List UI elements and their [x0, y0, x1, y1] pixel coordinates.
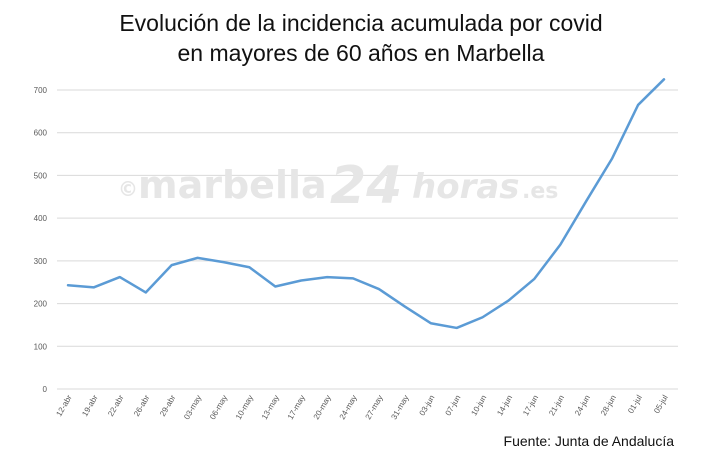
data-point	[637, 104, 639, 106]
data-point	[378, 288, 380, 290]
data-point	[611, 157, 613, 159]
data-point	[171, 264, 173, 266]
data-point	[430, 322, 432, 324]
x-tick-label: 17-jun	[521, 394, 540, 418]
x-tick-label: 14-jun	[495, 394, 514, 418]
y-axis-ticks: 0 100 200 300 400 500 600 700	[34, 86, 48, 394]
watermark: © marbella 24 horas .es	[118, 156, 558, 216]
data-point	[145, 291, 147, 293]
x-tick-label: 29-abr	[158, 393, 178, 418]
y-tick-label: 300	[34, 257, 48, 266]
data-point	[482, 316, 484, 318]
watermark-marbella: marbella	[138, 163, 327, 207]
y-tick-label: 100	[34, 342, 48, 351]
y-tick-label: 700	[34, 86, 48, 95]
data-point	[456, 327, 458, 329]
data-point	[197, 257, 199, 259]
x-tick-label: 13-may	[260, 394, 281, 422]
x-tick-label: 17-may	[286, 394, 307, 422]
x-tick-label: 03-may	[182, 394, 203, 422]
x-tick-label: 24-may	[338, 394, 359, 422]
watermark-horas: horas	[412, 167, 520, 207]
x-tick-label: 05-jul	[652, 393, 670, 415]
chart-title: Evolución de la incidencia acumulada por…	[0, 8, 722, 68]
data-point	[508, 300, 510, 302]
y-tick-label: 500	[34, 171, 48, 180]
data-point	[352, 277, 354, 279]
data-point	[93, 286, 95, 288]
x-tick-label: 07-jun	[444, 394, 463, 418]
watermark-24: 24	[330, 156, 402, 216]
x-tick-label: 06-may	[208, 394, 229, 422]
y-tick-label: 600	[34, 129, 48, 138]
x-tick-label: 03-jun	[418, 394, 437, 418]
grid-lines	[57, 89, 678, 390]
x-tick-label: 10-may	[234, 394, 255, 422]
series-line	[66, 78, 666, 330]
y-tick-label: 400	[34, 214, 48, 223]
x-tick-label: 28-jun	[599, 394, 618, 418]
data-point	[533, 278, 535, 280]
data-point	[248, 266, 250, 268]
y-tick-label: 0	[43, 385, 48, 394]
data-point	[300, 280, 302, 282]
data-point	[559, 244, 561, 246]
watermark-es: .es	[522, 179, 558, 204]
x-tick-label: 24-jun	[573, 394, 592, 418]
x-axis-ticks: 12-abr 19-abr 22-abr 26-abr 29-abr 03-may 06-m…	[54, 393, 669, 421]
x-tick-label: 26-abr	[132, 393, 152, 418]
x-tick-label: 20-may	[312, 394, 333, 422]
x-tick-label: 31-may	[389, 394, 410, 422]
title-line-1: Evolución de la incidencia acumulada por…	[119, 10, 603, 36]
data-point	[585, 200, 587, 202]
x-tick-label: 10-jun	[469, 394, 488, 418]
x-tick-label: 12-abr	[54, 393, 74, 418]
data-points	[67, 78, 665, 329]
y-tick-label: 200	[34, 300, 48, 309]
title-line-2: en mayores de 60 años en Marbella	[177, 40, 545, 66]
data-point	[67, 284, 69, 286]
x-tick-label: 21-jun	[547, 394, 566, 418]
x-tick-label: 27-may	[364, 394, 385, 422]
data-point	[119, 276, 121, 278]
data-point	[663, 78, 665, 80]
source-note: Fuente: Junta de Andalucía	[503, 433, 674, 449]
x-tick-label: 01-jul	[626, 393, 644, 415]
data-point	[404, 306, 406, 308]
data-point	[222, 261, 224, 263]
data-point	[274, 285, 276, 287]
x-tick-label: 19-abr	[80, 393, 100, 418]
x-tick-label: 22-abr	[106, 393, 126, 418]
data-point	[326, 276, 328, 278]
watermark-copyright: ©	[118, 177, 138, 201]
